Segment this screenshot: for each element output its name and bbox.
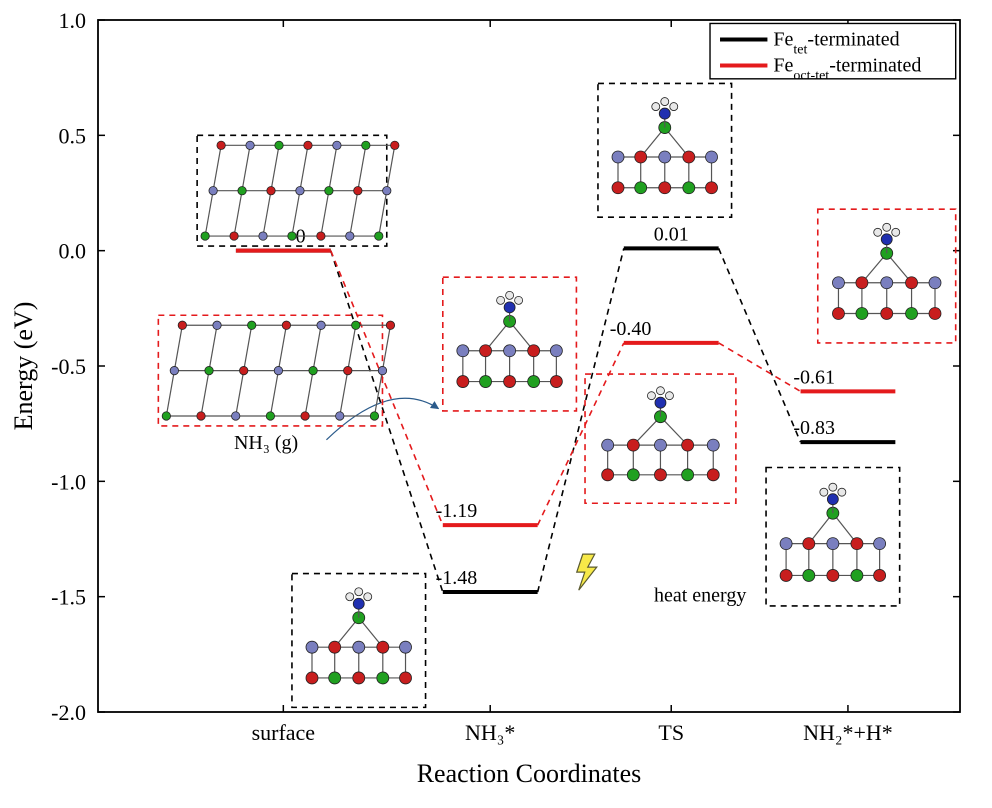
value-label: -0.61 xyxy=(793,366,835,388)
nh3g-label: NH₃ (g) xyxy=(234,432,298,454)
y-tick-label: 0.0 xyxy=(59,239,87,264)
x-tick-label: surface xyxy=(252,720,316,745)
heat-energy-label: heat energy xyxy=(654,584,746,606)
value-label: -0.83 xyxy=(793,417,835,439)
y-tick-label: -1.0 xyxy=(51,469,86,494)
y-tick-label: 1.0 xyxy=(59,8,87,33)
x-tick-label: TS xyxy=(658,720,684,745)
y-tick-label: 0.5 xyxy=(59,123,87,148)
value-label: -1.19 xyxy=(436,500,478,522)
y-tick-label: -1.5 xyxy=(51,585,86,610)
y-axis-label: Energy (eV) xyxy=(9,302,38,431)
x-tick-label: NH₂*+H* xyxy=(803,720,893,745)
y-tick-label: -2.0 xyxy=(51,700,86,725)
value-label: 0 xyxy=(296,226,306,248)
value-label: -1.48 xyxy=(436,567,478,589)
value-label: -0.40 xyxy=(610,318,652,340)
energy-diagram-svg: -2.0 -1.5 -1.0 -0.5 0.0 0.5 1.0 surface NH₃* TS NH… xyxy=(0,0,992,808)
x-axis-label: Reaction Coordinates xyxy=(417,759,642,788)
chart-container: { "layout": { "width": 992, "height": 80… xyxy=(0,0,992,808)
value-label: 0.01 xyxy=(654,223,689,245)
y-tick-label: -0.5 xyxy=(51,354,86,379)
legend: Fetet-terminatedFeoct-tet-terminated xyxy=(710,23,956,83)
x-tick-label: NH₃* xyxy=(465,720,515,745)
